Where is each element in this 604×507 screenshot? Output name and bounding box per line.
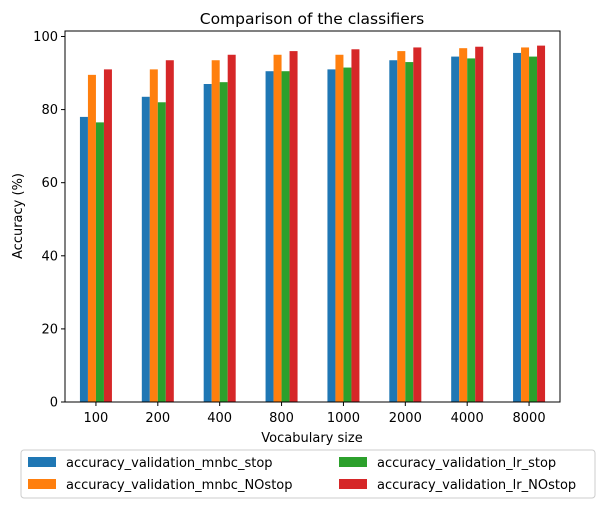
y-tick-label: 80: [41, 103, 58, 118]
legend-swatch: [28, 457, 56, 467]
bar-accuracy_validation_mnbc_stop-8000: [513, 52, 522, 403]
legend-frame: [20, 449, 596, 499]
bar-accuracy_validation_lr_stop-4000: [467, 58, 476, 402]
bar-accuracy_validation_lr_stop-1000: [343, 67, 352, 403]
bar-accuracy_validation_mnbc_stop-1000: [327, 69, 336, 402]
x-tick-label: 100: [84, 411, 109, 426]
bar-accuracy_validation_mnbc_NOstop-800: [273, 54, 282, 402]
legend-label: accuracy_validation_lr_NOstop: [377, 478, 576, 493]
y-tick-label: 100: [33, 30, 58, 45]
bar-accuracy_validation_mnbc_NOstop-2000: [397, 51, 406, 402]
bar-accuracy_validation_lr_NOstop-4000: [475, 46, 484, 402]
bar-accuracy_validation_mnbc_NOstop-4000: [459, 48, 468, 403]
x-axis: 100 200 400 800 1000 2000 4000 8000: [84, 402, 546, 426]
bar-accuracy_validation_mnbc_NOstop-8000: [521, 47, 530, 402]
bar-accuracy_validation_mnbc_stop-2000: [389, 60, 398, 403]
y-axis-label: Accuracy (%): [11, 173, 26, 259]
plot-frame: [64, 30, 561, 403]
x-tick-label: 400: [207, 411, 232, 426]
bar-accuracy_validation_lr_stop-8000: [529, 56, 538, 403]
y-tick-label: 60: [41, 176, 58, 191]
legend-label: accuracy_validation_lr_stop: [377, 456, 556, 471]
y-tick-label: 0: [50, 396, 58, 411]
bar-accuracy_validation_lr_stop-200: [157, 102, 166, 402]
bar-accuracy_validation_lr_NOstop-2000: [413, 47, 422, 402]
bar-accuracy_validation_mnbc_stop-400: [203, 84, 212, 402]
legend: accuracy_validation_mnbc_stop accuracy_va…: [20, 449, 596, 499]
bar-accuracy_validation_lr_NOstop-200: [165, 60, 174, 403]
x-tick-label: 2000: [389, 411, 422, 426]
x-tick-label: 200: [145, 411, 170, 426]
bar-accuracy_validation_lr_NOstop-800: [289, 51, 298, 402]
x-tick-label: 8000: [513, 411, 546, 426]
bar-accuracy_validation_mnbc_stop-100: [79, 116, 88, 403]
bar-accuracy_validation_mnbc_NOstop-200: [149, 69, 158, 402]
x-tick-label: 800: [269, 411, 294, 426]
y-tick-label: 40: [41, 249, 58, 264]
bars-group: [79, 45, 546, 403]
bar-accuracy_validation_lr_stop-800: [281, 71, 290, 403]
legend-swatch: [28, 479, 56, 489]
bar-accuracy_validation_lr_stop-2000: [405, 62, 414, 402]
bar-accuracy_validation_mnbc_NOstop-1000: [335, 54, 344, 402]
bar-accuracy_validation_lr_NOstop-400: [227, 54, 236, 402]
chart-title: Comparison of the classifiers: [200, 10, 425, 28]
bar-accuracy_validation_mnbc_NOstop-400: [211, 60, 220, 403]
bar-accuracy_validation_lr_NOstop-100: [103, 69, 112, 402]
legend-label: accuracy_validation_mnbc_stop: [66, 456, 273, 471]
legend-swatch: [339, 457, 367, 467]
bar-accuracy_validation_lr_NOstop-1000: [351, 49, 360, 402]
bar-accuracy_validation_mnbc_stop-4000: [451, 56, 460, 403]
legend-label: accuracy_validation_mnbc_NOstop: [66, 478, 293, 493]
bar-accuracy_validation_mnbc_stop-800: [265, 71, 274, 403]
bar-accuracy_validation_lr_stop-400: [219, 82, 228, 403]
bar-accuracy_validation_mnbc_stop-200: [141, 96, 150, 402]
bar-accuracy_validation_lr_NOstop-8000: [537, 45, 546, 403]
legend-swatch: [339, 479, 367, 489]
bar-accuracy_validation_lr_stop-100: [95, 122, 104, 402]
y-tick-label: 20: [41, 322, 58, 337]
bar-accuracy_validation_mnbc_NOstop-100: [87, 74, 96, 403]
y-axis: 0 20 40 60 80 100: [33, 30, 65, 411]
x-tick-label: 4000: [451, 411, 484, 426]
x-axis-label: Vocabulary size: [261, 431, 362, 446]
x-tick-label: 1000: [327, 411, 360, 426]
